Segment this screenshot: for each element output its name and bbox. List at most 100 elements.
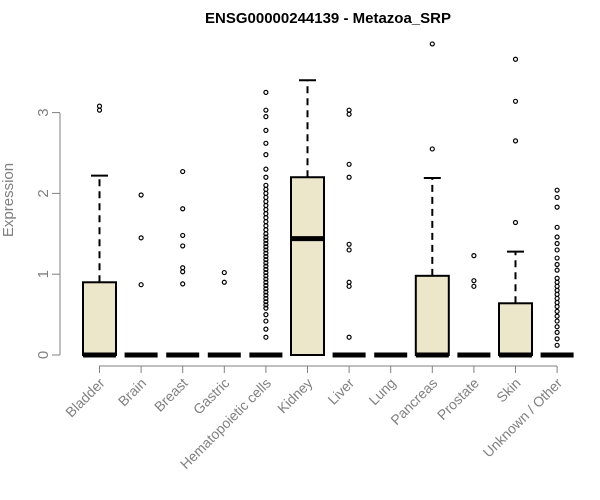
outlier-point [263, 276, 269, 282]
x-tick-label: Lung [365, 375, 398, 408]
outlier-point [554, 283, 560, 289]
x-tick-label: Bladder [62, 375, 108, 421]
outlier-point [554, 275, 560, 281]
outlier-point [138, 235, 144, 241]
outlier-point [346, 283, 352, 289]
outlier-point [263, 250, 269, 256]
outlier-point [263, 295, 269, 302]
x-tick-label: Brain [115, 375, 149, 409]
outlier-point [263, 227, 269, 233]
outlier-point [263, 257, 269, 263]
outlier-point [554, 295, 560, 302]
outlier-point [180, 243, 186, 249]
outlier-point [263, 107, 269, 113]
outlier-point [554, 204, 560, 210]
outlier-point [263, 211, 269, 217]
outlier-point [512, 138, 519, 144]
box-group [498, 56, 533, 358]
outlier-point [554, 342, 560, 348]
outlier-point [221, 269, 227, 276]
outlier-point [263, 260, 269, 266]
outlier-point [263, 152, 269, 158]
box-group [332, 107, 366, 358]
outlier-point [554, 329, 560, 335]
outlier-point [263, 318, 269, 324]
box-group [414, 41, 450, 358]
outlier-point [263, 279, 269, 285]
outlier-point [512, 219, 519, 226]
outlier-point [429, 41, 435, 47]
outlier-point [263, 198, 269, 205]
outlier-point [263, 286, 269, 292]
outlier-point [263, 186, 269, 192]
box [82, 281, 117, 356]
outlier-point [263, 312, 269, 318]
x-tick-label: Unknown / Other [480, 375, 566, 461]
outlier-point [554, 224, 560, 230]
outlier-point [554, 299, 560, 306]
box-group [166, 168, 200, 358]
outlier-point [471, 253, 477, 259]
outlier-point [263, 223, 269, 229]
box [414, 274, 450, 357]
outlier-point [429, 146, 435, 152]
outlier-point [512, 98, 519, 104]
outlier-point [263, 114, 269, 120]
box-group [290, 79, 325, 356]
outlier-point [554, 308, 560, 314]
box-group [249, 89, 283, 358]
outlier-point [346, 241, 352, 247]
x-tick-label: Kidney [274, 375, 316, 417]
outlier-point [263, 234, 269, 240]
outlier-point [346, 279, 352, 285]
outlier-point [263, 326, 269, 332]
outlier-point [263, 263, 269, 269]
outlier-point [346, 161, 352, 167]
outlier-point [263, 282, 269, 289]
y-tick-label: 1 [35, 270, 52, 278]
outlier-point [180, 269, 186, 275]
outlier-point [263, 202, 269, 209]
outlier-point [554, 267, 560, 273]
outlier-point [554, 318, 560, 324]
boxes [82, 41, 574, 358]
outlier-point [180, 265, 186, 271]
box-group [124, 192, 158, 358]
outlier-point [180, 168, 186, 175]
outlier-point [554, 187, 560, 193]
box-group [457, 253, 491, 358]
outlier-point [554, 279, 560, 285]
outlier-point [554, 234, 560, 240]
outlier-point [263, 219, 269, 225]
outlier-point [263, 194, 269, 201]
outlier-point [180, 206, 186, 212]
outlier-point [263, 190, 269, 196]
outlier-point [263, 174, 269, 180]
outlier-point [346, 247, 352, 253]
outlier-point [554, 303, 560, 310]
outlier-point [221, 279, 227, 285]
outlier-point [263, 299, 269, 305]
outlier-point [263, 269, 269, 276]
outlier-point [263, 266, 269, 272]
x-tick-label: Prostate [434, 375, 482, 423]
outlier-point [554, 324, 560, 330]
outlier-point [263, 240, 269, 247]
outlier-point [263, 182, 269, 188]
outlier-point [554, 261, 560, 268]
outlier-point [554, 287, 560, 293]
outlier-point [263, 253, 269, 260]
outlier-point [471, 278, 477, 284]
outlier-point [263, 247, 269, 253]
outlier-point [263, 127, 269, 133]
outlier-point [263, 273, 269, 279]
outlier-point [138, 192, 144, 198]
outlier-point [263, 302, 269, 308]
outlier-point [346, 107, 352, 113]
outlier-point [263, 206, 269, 213]
outlier-point [263, 244, 269, 250]
outlier-point [96, 107, 103, 113]
outlier-point [263, 289, 269, 295]
